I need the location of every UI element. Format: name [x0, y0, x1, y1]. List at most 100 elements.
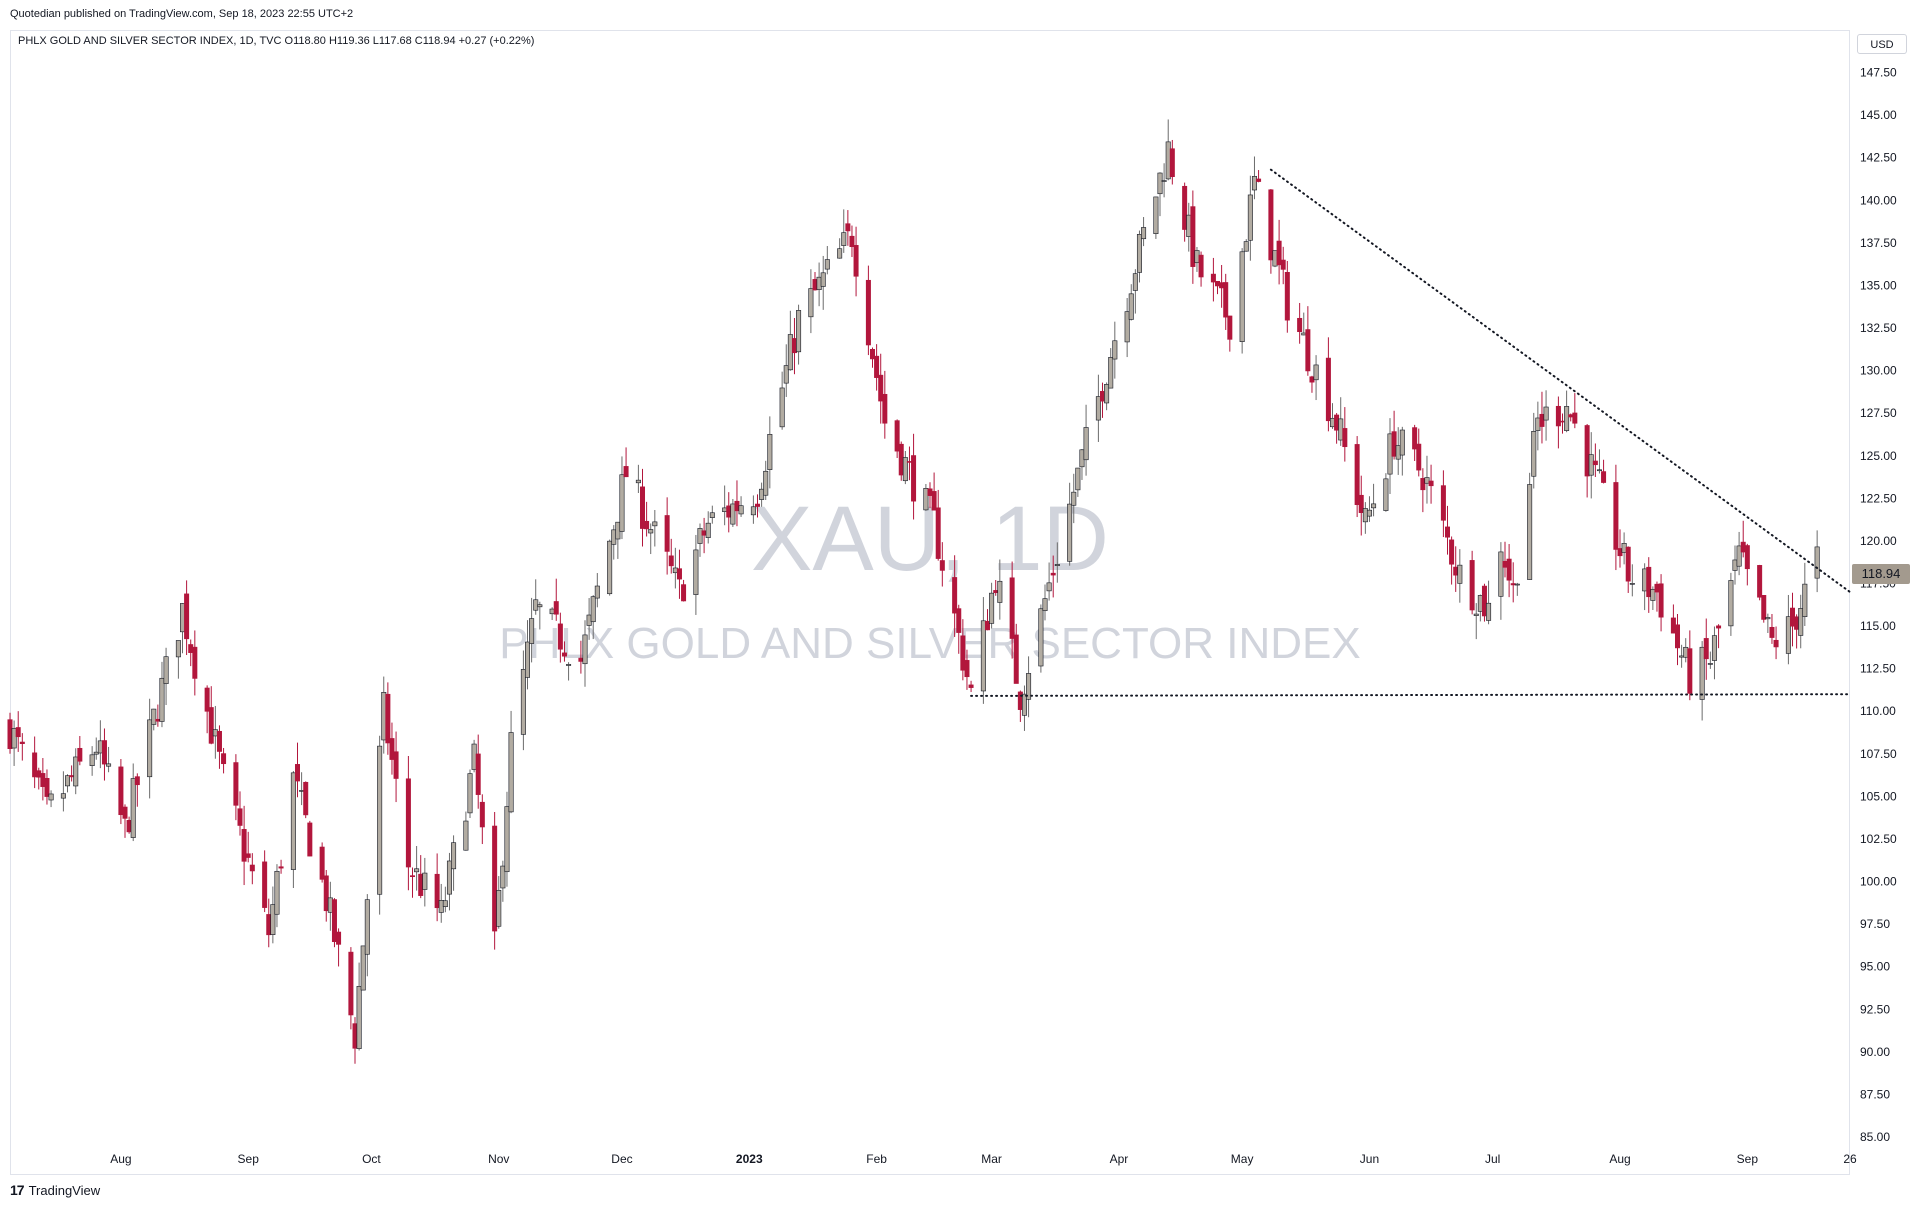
- candle: [414, 845, 420, 891]
- price-tick-label: 127.50: [1860, 406, 1897, 420]
- candle: [1239, 248, 1245, 354]
- support-line[interactable]: [970, 693, 1851, 697]
- currency-button[interactable]: USD: [1857, 34, 1907, 54]
- time-tick-label: Dec: [611, 1152, 632, 1166]
- candle: [147, 698, 153, 799]
- candle: [352, 1017, 358, 1064]
- time-axis[interactable]: Aug Sep Oct Nov Dec 2023 Feb Mar Apr May Jun Jul Aug…: [110, 1152, 1857, 1166]
- candle: [722, 485, 728, 526]
- price-tick-label: 92.50: [1860, 1002, 1890, 1016]
- price-tick-label: 85.00: [1860, 1130, 1890, 1144]
- candle: [73, 748, 79, 795]
- candle: [1716, 624, 1722, 649]
- candle: [1654, 581, 1660, 612]
- candle: [582, 620, 588, 687]
- candle: [783, 344, 789, 397]
- candle: [984, 609, 990, 631]
- candle: [837, 238, 843, 259]
- candle: [409, 867, 415, 898]
- candle: [496, 876, 502, 929]
- candles-layer: [7, 119, 1820, 1064]
- candle: [323, 869, 329, 922]
- candle: [1330, 403, 1336, 429]
- candle: [849, 225, 855, 258]
- candle: [89, 746, 95, 776]
- candle: [874, 344, 880, 391]
- candle: [1215, 280, 1221, 295]
- candle: [1785, 594, 1791, 665]
- price-tick-label: 102.50: [1860, 832, 1897, 846]
- candle: [644, 501, 650, 537]
- candle: [594, 573, 600, 608]
- price-tick-label: 95.00: [1860, 960, 1890, 974]
- candle: [1711, 626, 1717, 680]
- candle: [463, 811, 469, 851]
- candle: [524, 620, 530, 690]
- candle: [561, 641, 567, 662]
- candle: [163, 647, 169, 705]
- candle: [738, 496, 744, 517]
- candle: [668, 538, 674, 574]
- price-tick-label: 112.50: [1860, 662, 1896, 676]
- candle: [520, 650, 526, 751]
- candle: [911, 433, 917, 520]
- candle: [245, 831, 251, 863]
- candle: [1141, 217, 1147, 247]
- candle: [40, 758, 46, 801]
- price-tick-label: 90.00: [1860, 1045, 1890, 1059]
- time-tick-label: Aug: [110, 1152, 131, 1166]
- resistance-trendline[interactable]: [1269, 168, 1851, 594]
- candle: [664, 497, 670, 575]
- candle: [204, 685, 210, 734]
- candle: [93, 737, 99, 760]
- candle: [475, 734, 481, 809]
- candle: [1486, 580, 1492, 625]
- time-tick-label: Feb: [866, 1152, 887, 1166]
- tradingview-logo[interactable]: 17 TradingView: [10, 1182, 100, 1198]
- candle: [623, 447, 629, 478]
- candle: [216, 725, 222, 769]
- candle: [434, 853, 440, 922]
- candle: [180, 602, 186, 654]
- price-tick-label: 110.00: [1860, 704, 1896, 718]
- candle: [841, 209, 847, 253]
- candle: [1621, 532, 1627, 565]
- watermark: XAU, 1D PHLX GOLD AND SILVER SECTOR INDE…: [499, 488, 1361, 668]
- candle: [1539, 391, 1545, 444]
- price-axis[interactable]: 85.00 87.50 90.00 92.50 95.00 97.50 100.00 102.…: [1860, 66, 1897, 1144]
- candle: [1531, 412, 1537, 489]
- candle: [1366, 496, 1372, 522]
- candle: [1243, 239, 1249, 252]
- candle: [1305, 306, 1311, 376]
- price-tick-label: 135.00: [1860, 278, 1897, 292]
- candle: [763, 460, 769, 501]
- candle: [1194, 247, 1200, 272]
- candle: [385, 682, 391, 755]
- candle: [1075, 467, 1081, 497]
- candle: [1514, 582, 1520, 596]
- candle: [188, 639, 194, 667]
- candle: [467, 769, 473, 818]
- candle: [750, 495, 756, 524]
- price-tick-label: 115.00: [1860, 619, 1896, 633]
- candle: [303, 781, 309, 819]
- candle: [1412, 424, 1418, 462]
- candle: [1338, 397, 1344, 446]
- candle: [356, 962, 362, 1051]
- candle: [1186, 202, 1192, 252]
- candle: [1210, 257, 1216, 302]
- candle: [1769, 614, 1775, 644]
- candle: [208, 686, 214, 745]
- price-tick-label: 140.00: [1860, 193, 1897, 207]
- candle: [1009, 561, 1015, 659]
- candle: [1021, 685, 1027, 731]
- candle: [607, 539, 613, 596]
- candle: [307, 820, 313, 857]
- candle: [1555, 396, 1561, 449]
- candle: [529, 597, 535, 663]
- candle: [681, 579, 687, 602]
- price-tick-label: 105.00: [1860, 789, 1897, 803]
- candle: [1071, 473, 1077, 524]
- candle: [1095, 374, 1101, 442]
